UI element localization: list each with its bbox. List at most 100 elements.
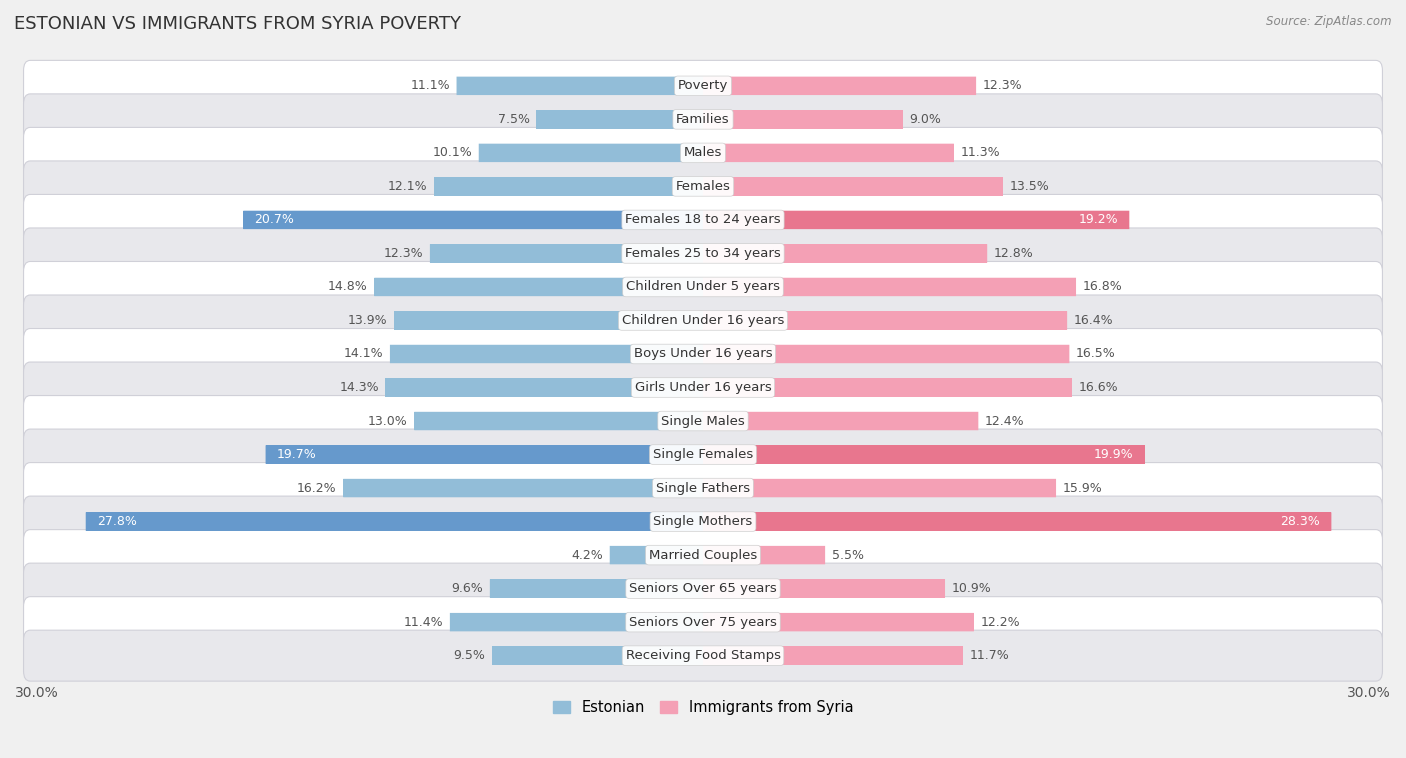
Bar	[703, 378, 1071, 396]
Bar	[703, 647, 963, 665]
FancyBboxPatch shape	[703, 244, 987, 263]
Text: Males: Males	[683, 146, 723, 159]
Text: 13.5%: 13.5%	[1010, 180, 1049, 193]
FancyBboxPatch shape	[703, 647, 963, 665]
Text: 9.0%: 9.0%	[910, 113, 942, 126]
FancyBboxPatch shape	[492, 647, 703, 665]
FancyBboxPatch shape	[537, 110, 703, 129]
Text: Seniors Over 75 years: Seniors Over 75 years	[628, 615, 778, 628]
Text: Females: Females	[675, 180, 731, 193]
Bar	[385, 378, 703, 396]
Text: 10.1%: 10.1%	[432, 146, 472, 159]
Text: 16.6%: 16.6%	[1078, 381, 1118, 394]
Text: 11.7%: 11.7%	[970, 649, 1010, 662]
Bar	[389, 345, 703, 363]
FancyBboxPatch shape	[24, 597, 1382, 647]
Text: 16.4%: 16.4%	[1074, 314, 1114, 327]
Bar	[489, 579, 703, 598]
Bar	[703, 312, 1067, 330]
Bar	[703, 177, 1002, 196]
FancyBboxPatch shape	[385, 378, 703, 396]
Bar	[374, 277, 703, 296]
Text: 12.4%: 12.4%	[986, 415, 1025, 428]
FancyBboxPatch shape	[430, 244, 703, 263]
Text: Females 25 to 34 years: Females 25 to 34 years	[626, 247, 780, 260]
Text: 16.2%: 16.2%	[297, 481, 336, 494]
FancyBboxPatch shape	[703, 345, 1070, 363]
Bar	[703, 277, 1076, 296]
Text: Single Mothers: Single Mothers	[654, 515, 752, 528]
FancyBboxPatch shape	[266, 446, 703, 464]
FancyBboxPatch shape	[703, 312, 1067, 330]
FancyBboxPatch shape	[703, 277, 1076, 296]
Bar	[703, 479, 1056, 497]
Text: Children Under 16 years: Children Under 16 years	[621, 314, 785, 327]
FancyBboxPatch shape	[24, 94, 1382, 145]
FancyBboxPatch shape	[703, 613, 974, 631]
FancyBboxPatch shape	[24, 127, 1382, 178]
FancyBboxPatch shape	[610, 546, 703, 564]
FancyBboxPatch shape	[703, 512, 1331, 531]
Text: 14.3%: 14.3%	[339, 381, 378, 394]
Text: 12.1%: 12.1%	[388, 180, 427, 193]
Text: Families: Families	[676, 113, 730, 126]
Text: 15.9%: 15.9%	[1063, 481, 1102, 494]
Bar	[703, 546, 825, 564]
Text: Married Couples: Married Couples	[650, 549, 756, 562]
FancyBboxPatch shape	[394, 312, 703, 330]
Text: Seniors Over 65 years: Seniors Over 65 years	[628, 582, 778, 595]
Text: Girls Under 16 years: Girls Under 16 years	[634, 381, 772, 394]
FancyBboxPatch shape	[24, 161, 1382, 212]
Bar	[243, 211, 703, 229]
Bar	[492, 647, 703, 665]
FancyBboxPatch shape	[703, 378, 1071, 396]
Bar	[415, 412, 703, 431]
Text: Single Fathers: Single Fathers	[657, 481, 749, 494]
Text: Boys Under 16 years: Boys Under 16 years	[634, 347, 772, 361]
FancyBboxPatch shape	[389, 345, 703, 363]
Text: 19.9%: 19.9%	[1094, 448, 1133, 461]
Bar	[703, 446, 1144, 464]
FancyBboxPatch shape	[24, 328, 1382, 380]
Text: 7.5%: 7.5%	[498, 113, 530, 126]
FancyBboxPatch shape	[450, 613, 703, 631]
FancyBboxPatch shape	[343, 479, 703, 497]
Text: 19.7%: 19.7%	[277, 448, 316, 461]
FancyBboxPatch shape	[24, 462, 1382, 513]
Text: 12.3%: 12.3%	[983, 80, 1022, 92]
FancyBboxPatch shape	[703, 144, 953, 162]
Text: 20.7%: 20.7%	[254, 214, 294, 227]
Text: 10.9%: 10.9%	[952, 582, 991, 595]
Bar	[86, 512, 703, 531]
Bar	[703, 77, 976, 95]
Text: 13.9%: 13.9%	[349, 314, 388, 327]
Bar	[537, 110, 703, 129]
Text: Single Females: Single Females	[652, 448, 754, 461]
Bar	[394, 312, 703, 330]
Bar	[434, 177, 703, 196]
Text: 16.8%: 16.8%	[1083, 280, 1122, 293]
Text: ESTONIAN VS IMMIGRANTS FROM SYRIA POVERTY: ESTONIAN VS IMMIGRANTS FROM SYRIA POVERT…	[14, 15, 461, 33]
Text: Poverty: Poverty	[678, 80, 728, 92]
Bar	[703, 211, 1129, 229]
Text: Single Males: Single Males	[661, 415, 745, 428]
Bar	[703, 244, 987, 263]
Bar	[457, 77, 703, 95]
Text: 12.2%: 12.2%	[980, 615, 1021, 628]
Text: 9.6%: 9.6%	[451, 582, 484, 595]
FancyBboxPatch shape	[478, 144, 703, 162]
Text: 28.3%: 28.3%	[1281, 515, 1320, 528]
FancyBboxPatch shape	[703, 446, 1144, 464]
Bar	[703, 144, 953, 162]
Bar	[450, 613, 703, 631]
Text: 11.4%: 11.4%	[404, 615, 443, 628]
Text: 16.5%: 16.5%	[1076, 347, 1116, 361]
FancyBboxPatch shape	[489, 579, 703, 598]
FancyBboxPatch shape	[24, 195, 1382, 246]
Bar	[703, 512, 1331, 531]
FancyBboxPatch shape	[703, 412, 979, 431]
FancyBboxPatch shape	[703, 546, 825, 564]
Text: Females 18 to 24 years: Females 18 to 24 years	[626, 214, 780, 227]
Bar	[478, 144, 703, 162]
Bar	[703, 613, 974, 631]
